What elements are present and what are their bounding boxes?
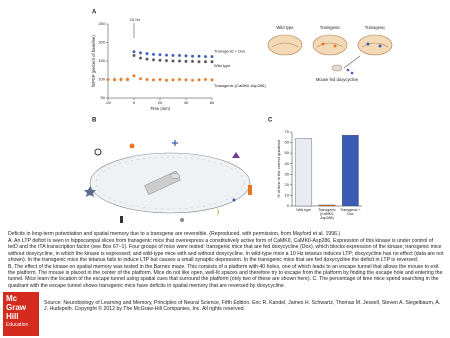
barnes-maze xyxy=(84,140,252,223)
mouse-label: Transgenic xyxy=(365,25,386,30)
mouse-brains xyxy=(267,34,393,75)
data-point xyxy=(197,78,201,82)
data-point xyxy=(145,57,149,61)
y-tick-label: 20 xyxy=(285,182,290,187)
data-point xyxy=(125,77,130,81)
x-tick-label: Transgenic + Dox xyxy=(339,208,361,216)
data-point xyxy=(164,58,169,63)
logo: Mc Graw Hill Education xyxy=(3,292,39,336)
x-tick-label: Transgenic (CaMKII-Asp286) xyxy=(318,208,336,220)
y-tick-label: 200 xyxy=(98,40,105,45)
data-point xyxy=(171,53,175,58)
x-tick-label: 20 xyxy=(158,100,163,105)
y-tick-label: 250 xyxy=(98,21,105,26)
data-point xyxy=(197,59,201,64)
x-tick-label: 40 xyxy=(184,100,189,105)
data-point xyxy=(164,53,169,57)
y-tick-label: 60 xyxy=(285,140,290,145)
data-point xyxy=(203,54,208,59)
data-point xyxy=(210,78,214,82)
series-label: Transgenic (CaMKII-Asp286) xyxy=(214,83,266,88)
y-tick-label: 100 xyxy=(98,77,105,82)
bar xyxy=(318,204,336,207)
data-point xyxy=(138,56,143,60)
data-point xyxy=(184,78,188,82)
figure: A Wild type Transgenic Transgenic Mouse … xyxy=(84,10,393,223)
mouse-label: Wild type xyxy=(276,25,294,30)
data-point xyxy=(158,52,162,57)
y-axis-label: % of time in the correct quadrant xyxy=(276,139,281,198)
panel-letter: B xyxy=(92,118,97,124)
source: Source: Neurobiology of Learning and Mem… xyxy=(44,300,441,313)
data-point xyxy=(210,54,214,59)
y-tick-label: 40 xyxy=(285,161,290,166)
data-point xyxy=(177,53,182,58)
bar xyxy=(295,138,313,207)
data-point xyxy=(197,54,201,58)
data-point xyxy=(145,51,149,56)
x-tick-label: Wild type xyxy=(296,208,312,212)
y-tick-label: 50 xyxy=(285,150,290,155)
data-point xyxy=(138,51,143,55)
panel-letter: A xyxy=(92,10,97,16)
data-point xyxy=(190,54,195,58)
series-label: Transgenic + Dox xyxy=(214,49,245,54)
annotation: 10 Hz xyxy=(130,17,140,22)
data-point xyxy=(112,78,117,82)
caption-heading: Deficits in long-term potentiation and s… xyxy=(8,231,341,237)
x-axis-label: Time (min) xyxy=(150,106,170,111)
data-point xyxy=(132,50,136,54)
y-axis-label: fEPSP (percent of baseline) xyxy=(91,35,96,87)
y-tick-label: 0 xyxy=(287,203,290,208)
series-label: Wild type xyxy=(214,63,231,68)
y-tick-label: 70 xyxy=(285,129,290,134)
data-point xyxy=(151,58,156,62)
data-point xyxy=(151,52,156,57)
caption-text: B. The effect of the kinase on spatial m… xyxy=(8,264,443,289)
data-point xyxy=(106,77,110,82)
data-point xyxy=(177,59,182,63)
data-point xyxy=(158,77,162,82)
data-point xyxy=(132,53,136,58)
data-point xyxy=(210,59,214,64)
logo-text: Graw xyxy=(6,303,27,312)
mouse-label: Mouse fed doxycycline xyxy=(316,77,359,82)
data-point xyxy=(184,59,188,64)
data-point xyxy=(145,77,149,82)
y-tick-label: 50 xyxy=(101,95,106,100)
data-point xyxy=(164,78,169,82)
data-point xyxy=(171,59,175,63)
logo-text: Education xyxy=(6,322,29,328)
bar xyxy=(341,134,359,207)
x-tick-label: -20 xyxy=(105,100,112,105)
data-point xyxy=(132,74,136,78)
caption-text: A. An LTP deficit is seen in hippocampal… xyxy=(8,238,444,263)
data-point xyxy=(119,77,123,82)
logo-text: Mc xyxy=(6,294,18,303)
x-tick-label: 0 xyxy=(133,100,136,105)
panel-letter: C xyxy=(268,118,273,124)
data-point xyxy=(203,59,208,64)
caption: Deficits in long-term potentiation and s… xyxy=(8,231,444,290)
data-point xyxy=(190,78,195,82)
y-tick-label: 150 xyxy=(98,58,105,63)
data-point xyxy=(177,77,182,82)
logo-text: Hill xyxy=(6,312,19,321)
data-point xyxy=(184,54,188,58)
data-point xyxy=(171,78,175,82)
data-point xyxy=(138,77,143,81)
mouse-label: Transgenic xyxy=(320,25,341,30)
data-point xyxy=(203,77,208,82)
y-tick-label: 30 xyxy=(285,171,290,176)
data-point xyxy=(158,58,162,63)
data-point xyxy=(190,59,195,64)
y-tick-label: 10 xyxy=(285,192,290,197)
data-point xyxy=(151,78,156,82)
x-tick-label: 60 xyxy=(210,100,215,105)
